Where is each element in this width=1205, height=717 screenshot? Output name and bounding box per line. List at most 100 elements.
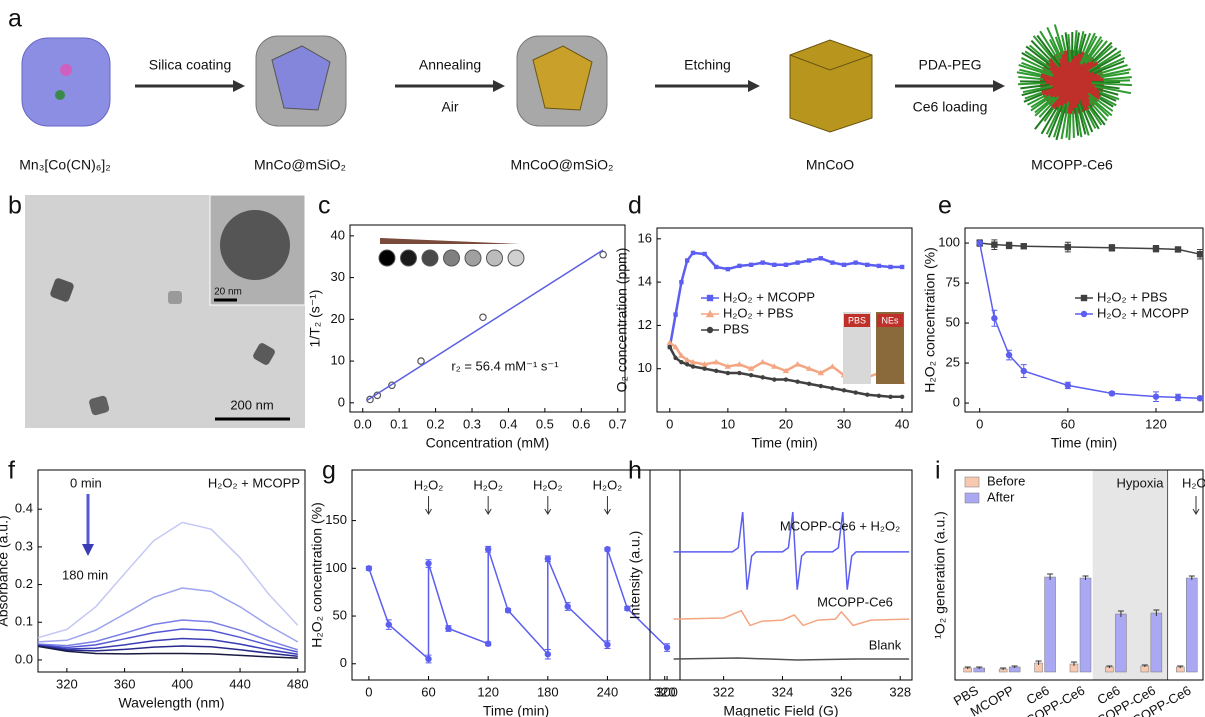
annotation: 180 min	[62, 567, 108, 582]
y-tick-label: 0	[953, 394, 960, 409]
marker	[865, 263, 869, 267]
annotation: H₂O₂	[414, 477, 444, 492]
legend-label: H₂O₂ + PBS	[1097, 289, 1168, 304]
x-tick-label: 400	[171, 676, 193, 691]
y-tick-label: 150	[325, 512, 347, 527]
y-tick-label: 25	[946, 354, 960, 369]
series-line	[674, 658, 910, 660]
y-tick-label: 50	[946, 314, 960, 329]
peg-chain	[1104, 77, 1132, 79]
vial-label: NEs	[881, 315, 899, 325]
x-tick-label: 30	[837, 416, 851, 431]
marker	[604, 641, 610, 647]
y-tick-label: 30	[331, 269, 345, 284]
x-tick-label: 328	[889, 684, 911, 699]
marker	[1065, 382, 1071, 388]
gradient-wedge	[380, 238, 520, 244]
x-tick-label: 60	[421, 684, 435, 699]
annotation: 0 min	[70, 475, 102, 490]
annotation-arrow	[485, 496, 491, 514]
marker	[1021, 368, 1027, 374]
marker	[1081, 311, 1087, 317]
particle	[168, 291, 182, 304]
marker	[726, 267, 730, 271]
marker	[888, 265, 892, 269]
bar	[1151, 613, 1162, 672]
panel-label: d	[628, 192, 642, 220]
peg-chain	[1018, 83, 1046, 84]
legend-swatch	[965, 477, 979, 487]
marker	[673, 356, 677, 360]
marker	[853, 390, 857, 394]
y-tick-label: 100	[325, 560, 347, 575]
marker	[877, 264, 881, 268]
marker	[1175, 394, 1181, 400]
panel-label: e	[938, 192, 952, 220]
mncoo-cube	[790, 40, 872, 132]
marker	[807, 258, 811, 262]
x-tick-label: 240	[597, 684, 619, 699]
marker	[1006, 242, 1012, 248]
x-tick-label: 0.7	[609, 416, 627, 431]
marker	[425, 560, 431, 566]
x-tick-label: 320	[654, 684, 676, 699]
y-tick-label: 0.3	[15, 538, 33, 553]
marker	[707, 327, 713, 333]
x-tick-label: 180	[537, 684, 559, 699]
x-tick-label: 120	[477, 684, 499, 699]
marker	[545, 556, 551, 562]
atom	[55, 90, 65, 100]
marker	[865, 392, 869, 396]
marker	[888, 395, 892, 399]
bar	[1045, 577, 1056, 672]
y-axis-title: Absorbance (a.u.)	[0, 515, 11, 626]
tem-image: 200 nm 20 nm	[25, 195, 305, 428]
phantom	[465, 250, 481, 266]
marker	[485, 641, 491, 647]
marker	[853, 260, 857, 264]
marker	[877, 394, 881, 398]
x-tick-label: 0.2	[427, 416, 445, 431]
y-tick-label: 16	[638, 230, 652, 245]
phantom	[508, 250, 524, 266]
series-line	[366, 250, 603, 401]
marker	[702, 367, 706, 371]
marker	[1109, 390, 1115, 396]
arrow-head	[233, 80, 245, 92]
marker	[1153, 393, 1159, 399]
y-tick-label: 40	[331, 227, 345, 242]
marker	[679, 360, 683, 364]
marker	[418, 358, 424, 364]
phantom	[444, 250, 460, 266]
x-axis-title: Time (min)	[751, 435, 817, 451]
marker	[604, 546, 610, 552]
marker	[691, 251, 695, 255]
y-tick-label: 10	[331, 353, 345, 368]
y-tick-label: 100	[938, 234, 960, 249]
marker	[1021, 243, 1027, 249]
marker	[829, 363, 835, 368]
panel-label: i	[935, 457, 941, 485]
y-axis-title: ¹O₂ generation (a.u.)	[932, 511, 948, 639]
annotation: H₂O₂	[473, 477, 503, 492]
peg-chain	[1018, 77, 1043, 79]
y-tick-label: 0.4	[15, 501, 33, 516]
vial-label: PBS	[848, 315, 866, 325]
y-axis-title: H₂O₂ concentration (%)	[922, 247, 938, 392]
x-tick-label: 0.5	[536, 416, 554, 431]
marker	[1153, 245, 1159, 251]
x-axis-title: Wavelength (nm)	[118, 695, 224, 711]
marker	[842, 388, 846, 392]
marker	[976, 240, 982, 246]
annotation: H₂O₂	[533, 477, 563, 492]
x-tick-label: 0	[666, 416, 673, 431]
x-tick-label: 326	[830, 684, 852, 699]
inset-scale-label: 20 nm	[214, 287, 242, 298]
marker	[366, 565, 372, 571]
x-tick-label: 0.1	[390, 416, 408, 431]
marker	[707, 295, 713, 301]
marker	[505, 607, 511, 613]
marker	[480, 314, 486, 320]
step-label: MnCoO	[806, 157, 854, 173]
peg-chain	[1069, 114, 1070, 140]
